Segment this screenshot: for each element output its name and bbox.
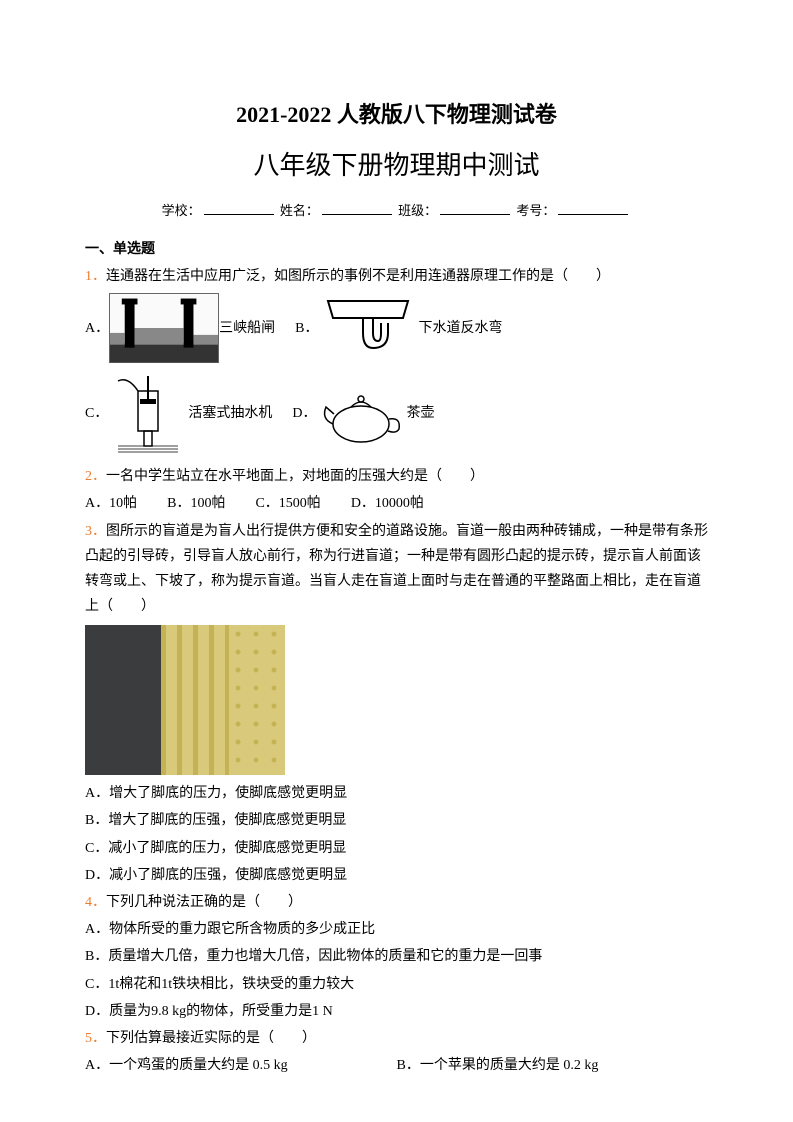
q2-optb: B．100帕 <box>167 491 225 516</box>
question-5: 5．下列估算最接近实际的是（ ） <box>85 1026 708 1051</box>
question-1: 1．连通器在生活中应用广泛，如图所示的事例不是利用连通器原理工作的是（ ） <box>85 264 708 289</box>
q5-opta: A．一个鸡蛋的质量大约是 0.5 kg <box>85 1053 397 1078</box>
school-label: 学校： <box>162 203 201 218</box>
q1-optc-label: 活塞式抽水机 <box>188 401 272 426</box>
q4-number: 4． <box>85 895 106 910</box>
q5-options: A．一个鸡蛋的质量大约是 0.5 kg B．一个苹果的质量大约是 0.2 kg <box>85 1053 708 1078</box>
q3-optc: C．减小了脚底的压力，使脚底感觉更明显 <box>85 836 708 861</box>
class-label: 班级： <box>398 203 437 218</box>
q1-option-b: B． 下水道反水弯 <box>295 293 502 363</box>
examno-blank[interactable] <box>558 201 628 215</box>
q2-optc: C．1500帕 <box>255 491 320 516</box>
class-blank[interactable] <box>440 201 510 215</box>
q1-text: 连通器在生活中应用广泛，如图所示的事例不是利用连通器原理工作的是（ ） <box>106 269 610 284</box>
section-header: 一、单选题 <box>85 237 708 262</box>
q1-optc-prefix: C． <box>85 401 108 426</box>
q3-number: 3． <box>85 524 106 539</box>
q4-optb: B．质量增大几倍，重力也增大几倍，因此物体的质量和它的重力是一回事 <box>85 944 708 969</box>
q1-opta-label: 三峡船闸 <box>219 316 275 341</box>
teapot-diagram <box>316 379 406 449</box>
q2-opta: A．10帕 <box>85 491 137 516</box>
q1-optb-prefix: B． <box>295 316 318 341</box>
q4-optd: D．质量为9.8 kg的物体，所受重力是1 N <box>85 999 708 1024</box>
question-3: 3．图所示的盲道是为盲人出行提供方便和安全的道路设施。盲道一般由两种砖铺成，一种… <box>85 519 708 620</box>
q2-number: 2． <box>85 469 106 484</box>
q4-opta: A．物体所受的重力跟它所含物质的多少成正比 <box>85 917 708 942</box>
q2-text: 一名中学生站立在水平地面上，对地面的压强大约是（ ） <box>106 469 484 484</box>
q2-optd: D．10000帕 <box>351 491 424 516</box>
q1-optd-label: 茶壶 <box>406 401 434 426</box>
q3-optd: D．减小了脚底的压强，使脚底感觉更明显 <box>85 863 708 888</box>
q1-option-d: D． 茶壶 <box>292 379 434 449</box>
q5-optb: B．一个苹果的质量大约是 0.2 kg <box>397 1053 709 1078</box>
name-blank[interactable] <box>322 201 392 215</box>
q1-optb-label: 下水道反水弯 <box>418 316 502 341</box>
q3-text: 图所示的盲道是为盲人出行提供方便和安全的道路设施。盲道一般由两种砖铺成，一种是带… <box>85 524 708 615</box>
q1-option-a: A． 三峡船闸 <box>85 293 275 363</box>
q5-text: 下列估算最接近实际的是（ ） <box>106 1031 316 1046</box>
q2-options: A．10帕 B．100帕 C．1500帕 D．10000帕 <box>85 491 708 516</box>
name-label: 姓名： <box>280 203 319 218</box>
main-title: 2021-2022 人教版八下物理测试卷 <box>85 95 708 135</box>
q4-text: 下列几种说法正确的是（ ） <box>106 895 302 910</box>
q1-optd-prefix: D． <box>292 401 316 426</box>
examno-label: 考号： <box>516 203 555 218</box>
q1-options-row1: A． 三峡船闸 B． 下水道反水弯 <box>85 293 708 367</box>
q1-option-c: C． 活塞式抽水机 <box>85 371 272 456</box>
q1-opta-prefix: A． <box>85 316 109 341</box>
tactile-paving-photo <box>85 625 285 775</box>
ship-lock-diagram <box>109 293 219 363</box>
school-blank[interactable] <box>204 201 274 215</box>
q1-number: 1． <box>85 269 106 284</box>
q5-number: 5． <box>85 1031 106 1046</box>
question-2: 2．一名中学生站立在水平地面上，对地面的压强大约是（ ） <box>85 464 708 489</box>
piston-pump-diagram <box>108 371 188 456</box>
q3-optb: B．增大了脚底的压强，使脚底感觉更明显 <box>85 808 708 833</box>
sub-title: 八年级下册物理期中测试 <box>85 143 708 190</box>
drain-trap-diagram <box>318 293 418 363</box>
q4-optc: C．1t棉花和1t铁块相比，铁块受的重力较大 <box>85 972 708 997</box>
student-info-line: 学校： 姓名： 班级： 考号： <box>85 199 708 222</box>
q1-options-row2: C． 活塞式抽水机 D． 茶壶 <box>85 371 708 460</box>
question-4: 4．下列几种说法正确的是（ ） <box>85 890 708 915</box>
q3-opta: A．增大了脚底的压力，使脚底感觉更明显 <box>85 781 708 806</box>
